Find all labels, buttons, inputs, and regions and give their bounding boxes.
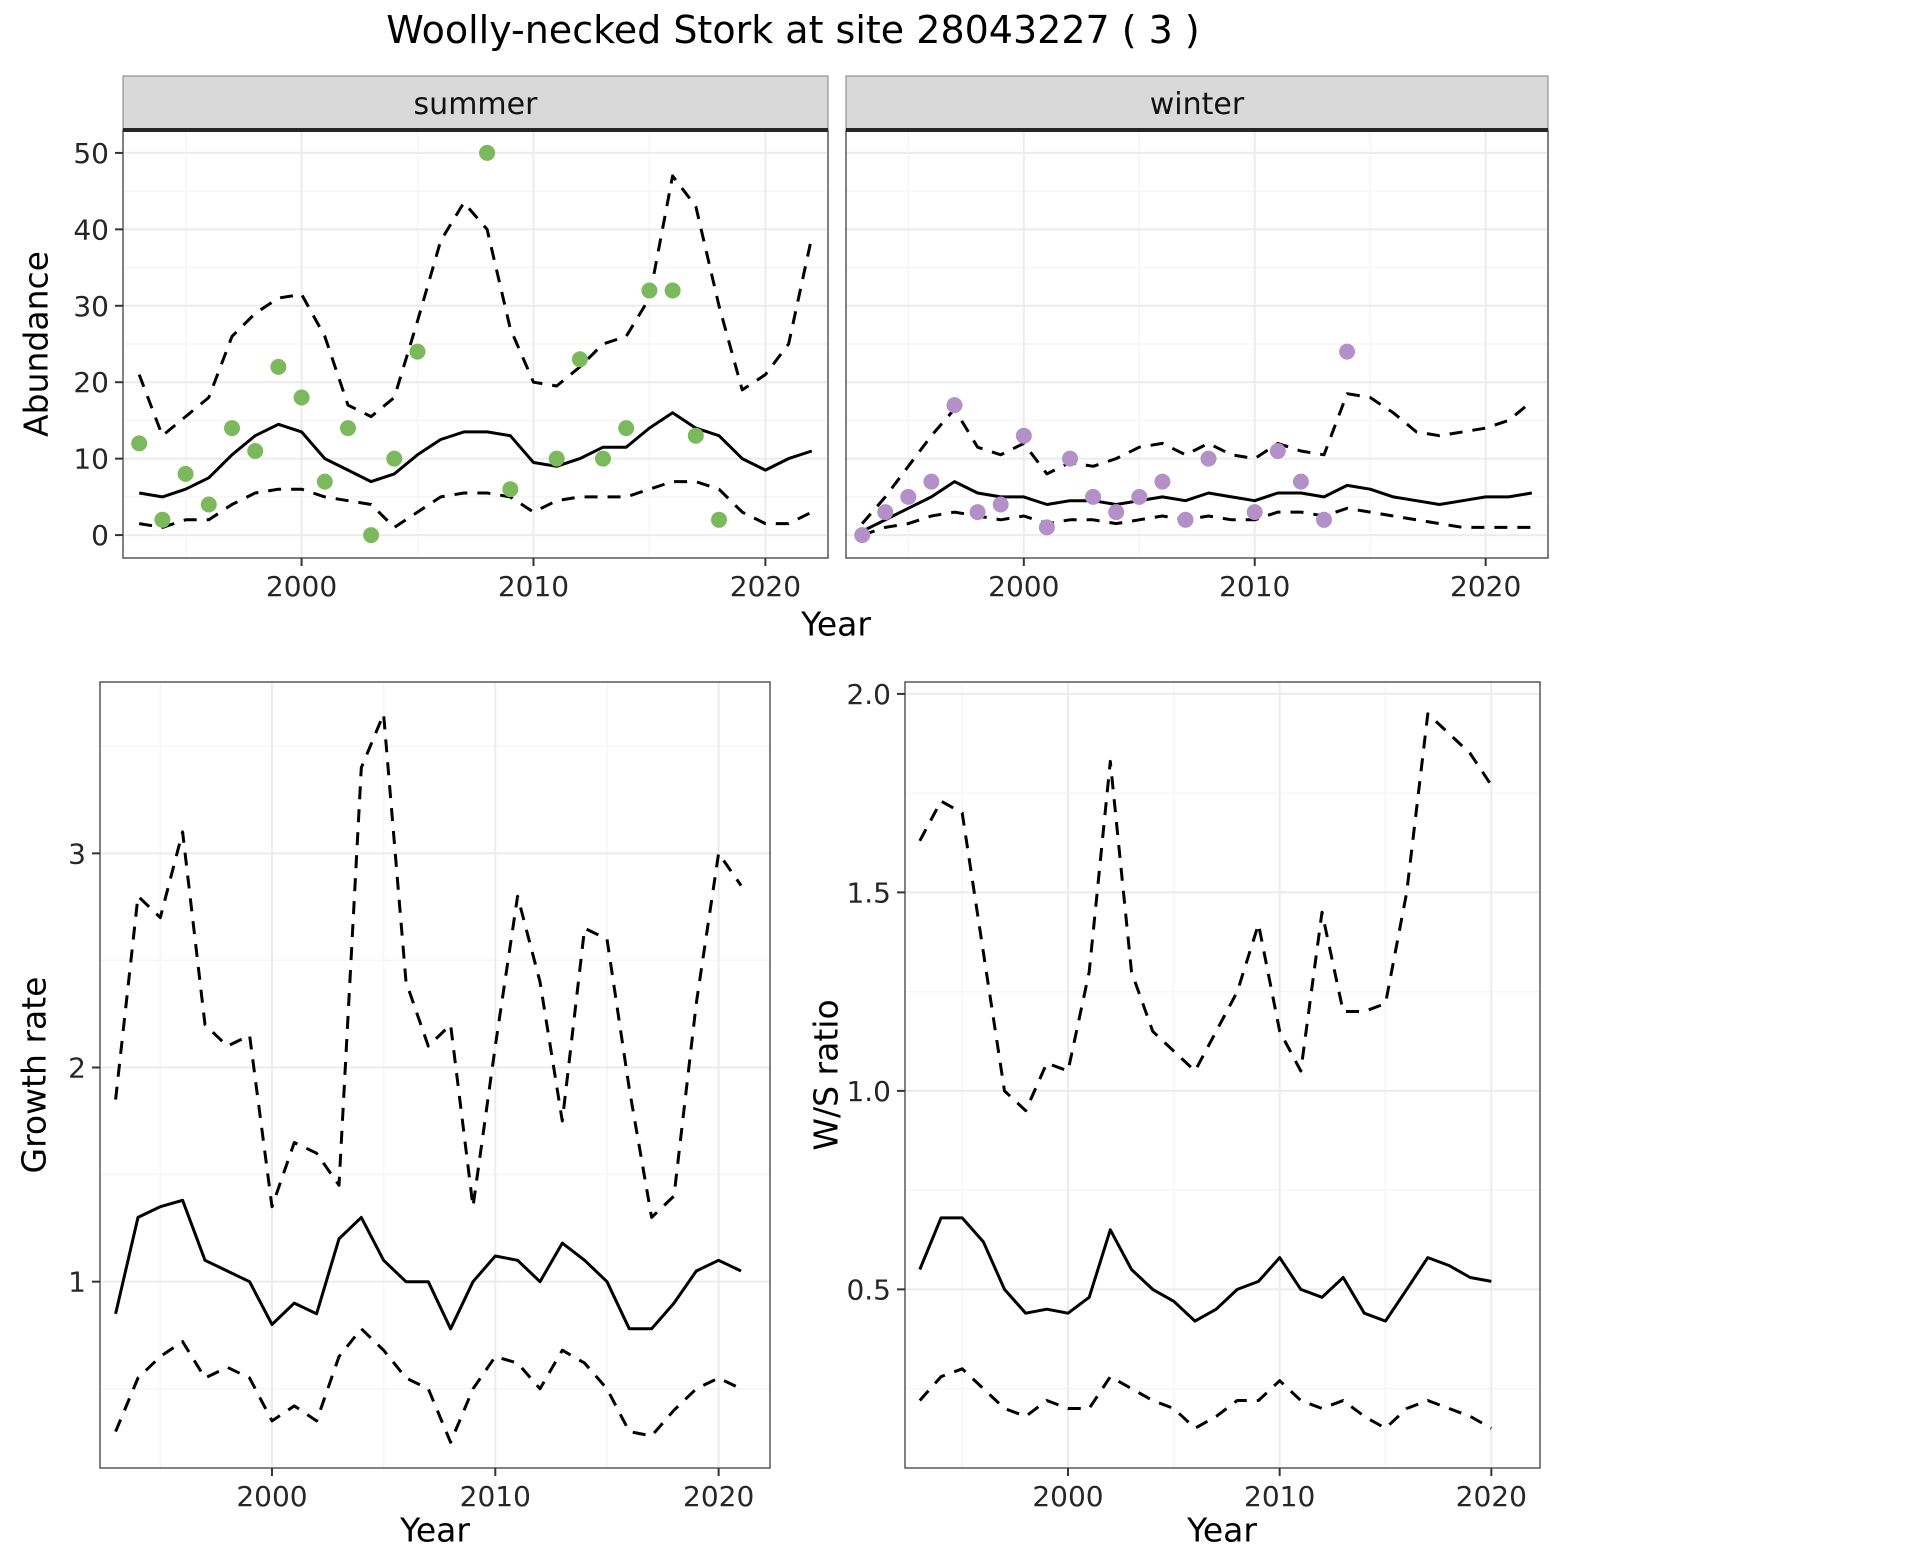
observed-winter-point: [1154, 473, 1171, 490]
panel-background: [905, 682, 1540, 1468]
observed-summer-point: [595, 450, 611, 467]
observed-winter-point: [900, 488, 917, 505]
observed-winter-point: [1292, 473, 1309, 490]
observed-summer-point: [711, 511, 727, 528]
panel-border: [99, 681, 771, 1469]
y-tick-label: 1.0: [846, 1075, 891, 1108]
observed-winter-point: [1200, 450, 1217, 467]
observed-winter-point: [1339, 343, 1356, 360]
fit-line: [114, 1198, 742, 1331]
facet-strip: [122, 75, 829, 131]
year-axis-label-ws: Year: [1187, 1510, 1257, 1550]
y-tick-label: 2: [68, 1052, 86, 1085]
observed-winter-point: [1269, 443, 1286, 459]
observed-summer-point: [177, 465, 194, 482]
x-tick-label: 2020: [683, 1480, 754, 1513]
y-tick-label: 0.5: [846, 1273, 891, 1306]
observed-summer-point: [479, 144, 496, 161]
y-tick-label: 20: [73, 366, 109, 399]
x-tick-label: 2020: [1456, 1480, 1527, 1513]
observed-winter-point: [877, 504, 894, 521]
abundance-axis-label: Abundance: [16, 251, 56, 437]
chart-title: Woolly-necked Stork at site 28043227 ( 3…: [386, 8, 1200, 52]
observed-winter-point: [1131, 488, 1148, 505]
x-tick-label: 2000: [1032, 1480, 1103, 1513]
y-tick-label: 3: [68, 837, 86, 870]
observed-summer-point: [409, 343, 426, 360]
observed-summer-point: [316, 473, 333, 490]
observed-winter-point: [1246, 504, 1263, 521]
observed-summer-point: [548, 450, 565, 467]
observed-winter-point: [1108, 504, 1125, 521]
observed-summer-point: [154, 511, 171, 528]
x-tick-label: 2010: [498, 570, 569, 603]
observed-winter-point: [1015, 427, 1032, 444]
lower-ci-line: [918, 1367, 1493, 1430]
year-axis-label-top: Year: [801, 604, 871, 644]
observed-winter-point: [923, 473, 940, 490]
observed-winter-point: [1316, 511, 1332, 528]
panel-border: [904, 681, 1541, 1469]
observed-winter-point: [992, 496, 1009, 513]
x-tick-label: 2000: [236, 1480, 307, 1513]
observed-summer-point: [293, 389, 310, 406]
y-tick-label: 2.0: [846, 678, 891, 711]
x-tick-label: 2020: [1450, 570, 1521, 603]
y-tick-label: 40: [73, 213, 109, 246]
y-tick-label: 1: [68, 1266, 86, 1299]
observed-summer-point: [641, 282, 658, 299]
fit-line: [861, 480, 1533, 533]
growth-rate-axis-label: Growth rate: [14, 976, 54, 1174]
observed-summer-point: [664, 282, 681, 299]
upper-ci-line: [861, 392, 1533, 525]
panel-abundance_summer: 2000 2010 2020 0 10 20 30 40 50 summer: [73, 75, 829, 603]
x-tick-label: 2010: [1219, 570, 1290, 603]
x-tick-label: 2020: [730, 570, 801, 603]
y-tick-label: 0: [91, 519, 109, 552]
observed-summer-point: [224, 420, 240, 437]
observed-winter-point: [969, 504, 986, 521]
observed-winter-point: [1177, 511, 1194, 528]
lower-ci-line: [114, 1327, 742, 1444]
y-tick-label: 10: [73, 443, 109, 476]
lower-ci-line: [138, 480, 813, 529]
observed-winter-point: [1038, 519, 1055, 536]
panel-background: [100, 682, 770, 1468]
x-tick-label: 2010: [1244, 1480, 1315, 1513]
observed-summer-point: [200, 496, 217, 513]
panel-growth_rate: 2000 2010 2020 1 2 3: [68, 681, 771, 1513]
observed-summer-point: [340, 420, 356, 437]
x-tick-label: 2000: [266, 570, 337, 603]
observed-summer-point: [363, 527, 380, 544]
observed-winter-point: [1085, 488, 1102, 505]
panel-abundance_winter: 2000 2010 2020 winter: [845, 75, 1549, 603]
observed-summer-point: [131, 435, 148, 452]
observed-summer-point: [386, 450, 403, 467]
y-tick-label: 1.5: [846, 876, 891, 909]
observed-summer-point: [247, 443, 264, 459]
upper-ci-line: [918, 712, 1493, 1113]
x-tick-label: 2000: [988, 570, 1059, 603]
upper-ci-line: [137, 174, 814, 438]
observed-winter-point: [1062, 450, 1078, 467]
y-tick-label: 30: [73, 290, 109, 323]
observed-summer-point: [687, 427, 704, 444]
panel-ws_ratio: 2000 2010 2020 0.5 1.0 1.5 2.0: [846, 678, 1541, 1513]
fit-line: [918, 1216, 1492, 1323]
facet-strip-label: winter: [1150, 87, 1245, 122]
observed-winter-point: [854, 527, 871, 544]
x-tick-label: 2010: [460, 1480, 531, 1513]
observed-winter-point: [946, 397, 963, 414]
y-tick-label: 50: [73, 137, 109, 170]
observed-summer-point: [618, 420, 635, 437]
ws-ratio-axis-label: W/S ratio: [806, 999, 846, 1151]
observed-summer-point: [571, 351, 588, 368]
upper-ci-line: [114, 712, 743, 1219]
observed-summer-point: [270, 358, 287, 375]
year-axis-label-growth: Year: [400, 1510, 470, 1550]
observed-summer-point: [502, 481, 519, 498]
facet-strip-label: summer: [414, 87, 539, 122]
